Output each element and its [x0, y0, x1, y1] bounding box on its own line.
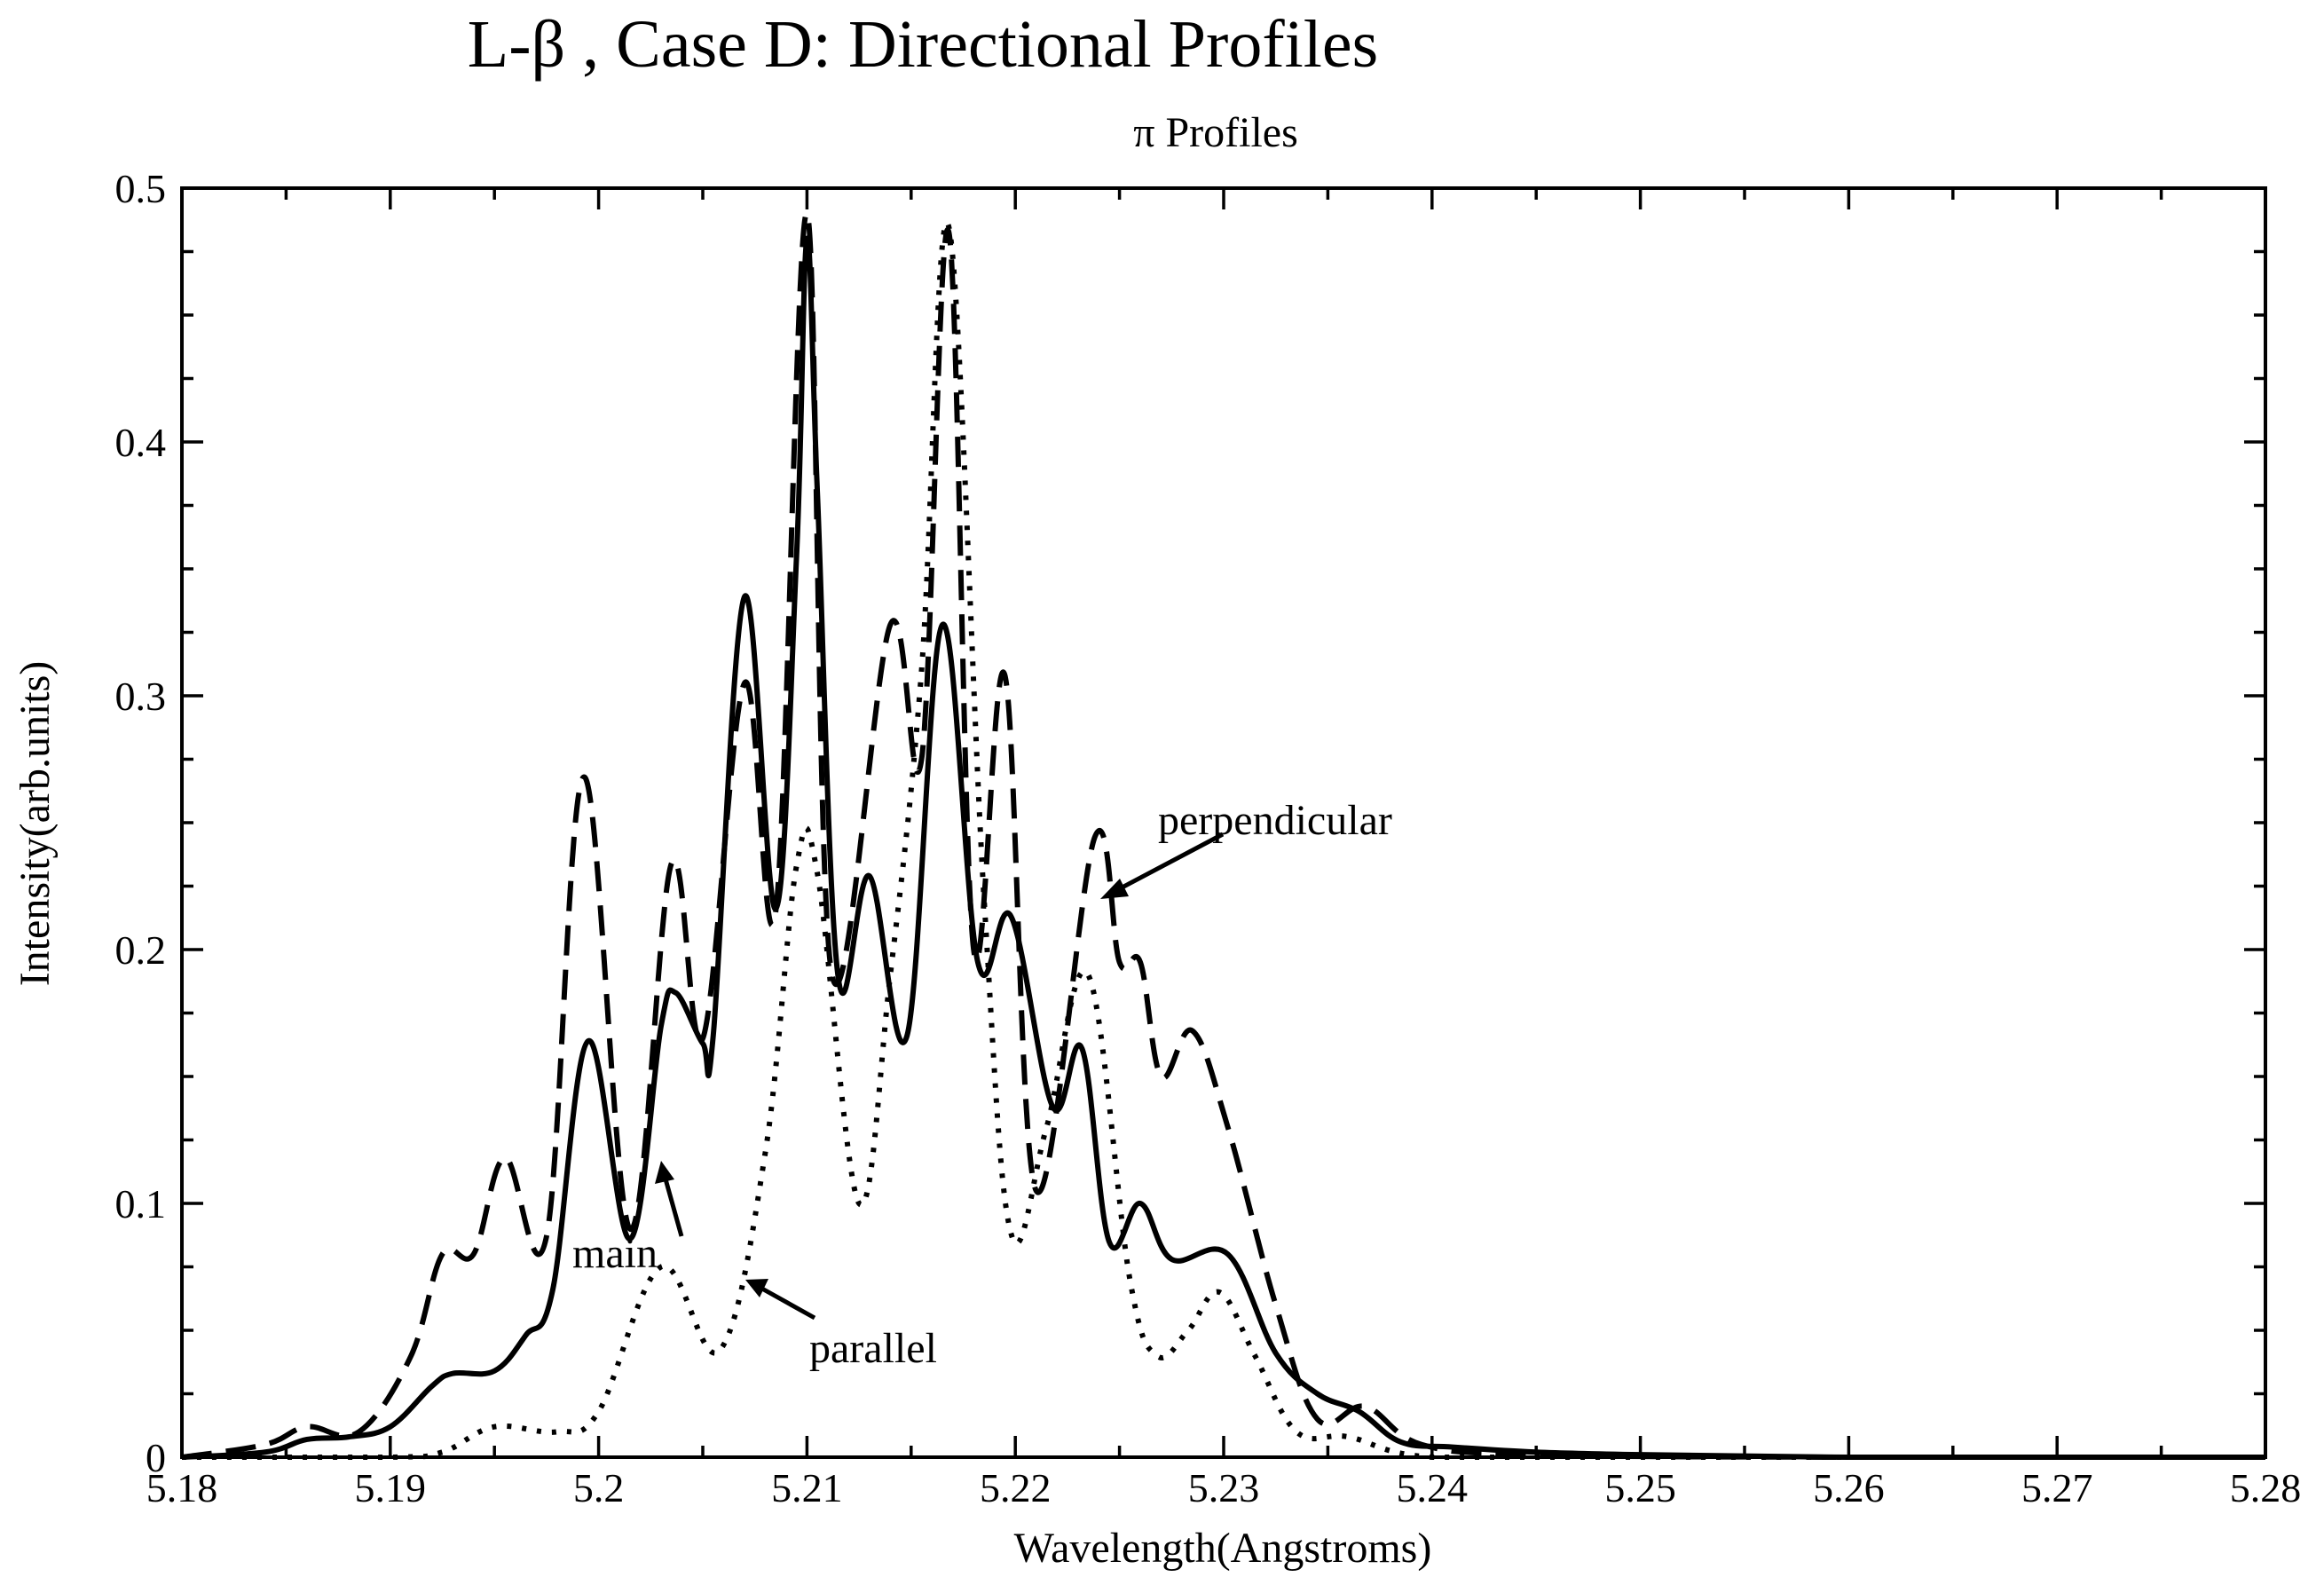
- x-tick-label: 5.18: [146, 1465, 218, 1510]
- annotation-perpendicular: perpendicular: [1100, 797, 1392, 899]
- annotation-parallel-arrowhead: [745, 1279, 768, 1297]
- y-tick-label: 0.5: [115, 166, 167, 211]
- y-tick-label: 0.4: [115, 420, 167, 465]
- series-line-parallel: [182, 220, 2265, 1461]
- y-axis-label: Intensity(arb.units): [12, 661, 59, 987]
- annotation-parallel-label: parallel: [809, 1325, 937, 1372]
- series-line-main: [181, 235, 2265, 1460]
- y-tick-label: 0.2: [115, 927, 167, 973]
- x-tick-label: 5.28: [2230, 1465, 2302, 1510]
- x-tick-label: 5.24: [1397, 1465, 1469, 1510]
- series-line-perpendicular: [181, 210, 2265, 1461]
- series-layer: [181, 210, 2265, 1461]
- plot-frame: [180, 186, 2267, 1459]
- annotation-main-arrowhead: [655, 1161, 674, 1184]
- x-tick-label: 5.21: [771, 1465, 843, 1510]
- chart-title: L-β , Case D: Directional Profiles: [468, 7, 1378, 82]
- annotation-perpendicular-arrowhead: [1100, 879, 1129, 899]
- y-tick-labels: 0 0.1 0.2 0.3 0.4 0.5: [115, 166, 167, 1480]
- y-tick-label: 0: [146, 1435, 166, 1480]
- x-tick-label: 5.25: [1604, 1465, 1676, 1510]
- annotation-main: main: [572, 1161, 684, 1277]
- x-tick-label: 5.27: [2021, 1465, 2093, 1510]
- x-tick-label: 5.2: [573, 1465, 625, 1510]
- annotation-parallel: parallel: [745, 1279, 937, 1372]
- x-tick-labels: 5.18 5.19 5.2 5.21 5.22 5.23 5.24 5.25 5.26 5.27 5…: [146, 1465, 2302, 1510]
- x-axis-label: Wavelength(Angstroms): [1014, 1525, 1432, 1572]
- y-tick-label: 0.3: [115, 674, 167, 719]
- annotation-perpendicular-label: perpendicular: [1158, 797, 1392, 844]
- y-tick-label: 0.1: [115, 1181, 167, 1226]
- x-tick-label: 5.26: [1813, 1465, 1885, 1510]
- annotation-main-arrow: [662, 1175, 684, 1237]
- x-tick-label: 5.23: [1188, 1465, 1260, 1510]
- annotation-parallel-arrow: [759, 1285, 816, 1321]
- x-tick-label: 5.19: [355, 1465, 427, 1510]
- annotation-perpendicular-arrow: [1112, 832, 1225, 895]
- x-tick-label: 5.22: [980, 1465, 1052, 1510]
- chart-subtitle: π Profiles: [1133, 109, 1298, 156]
- annotation-main-label: main: [572, 1230, 658, 1277]
